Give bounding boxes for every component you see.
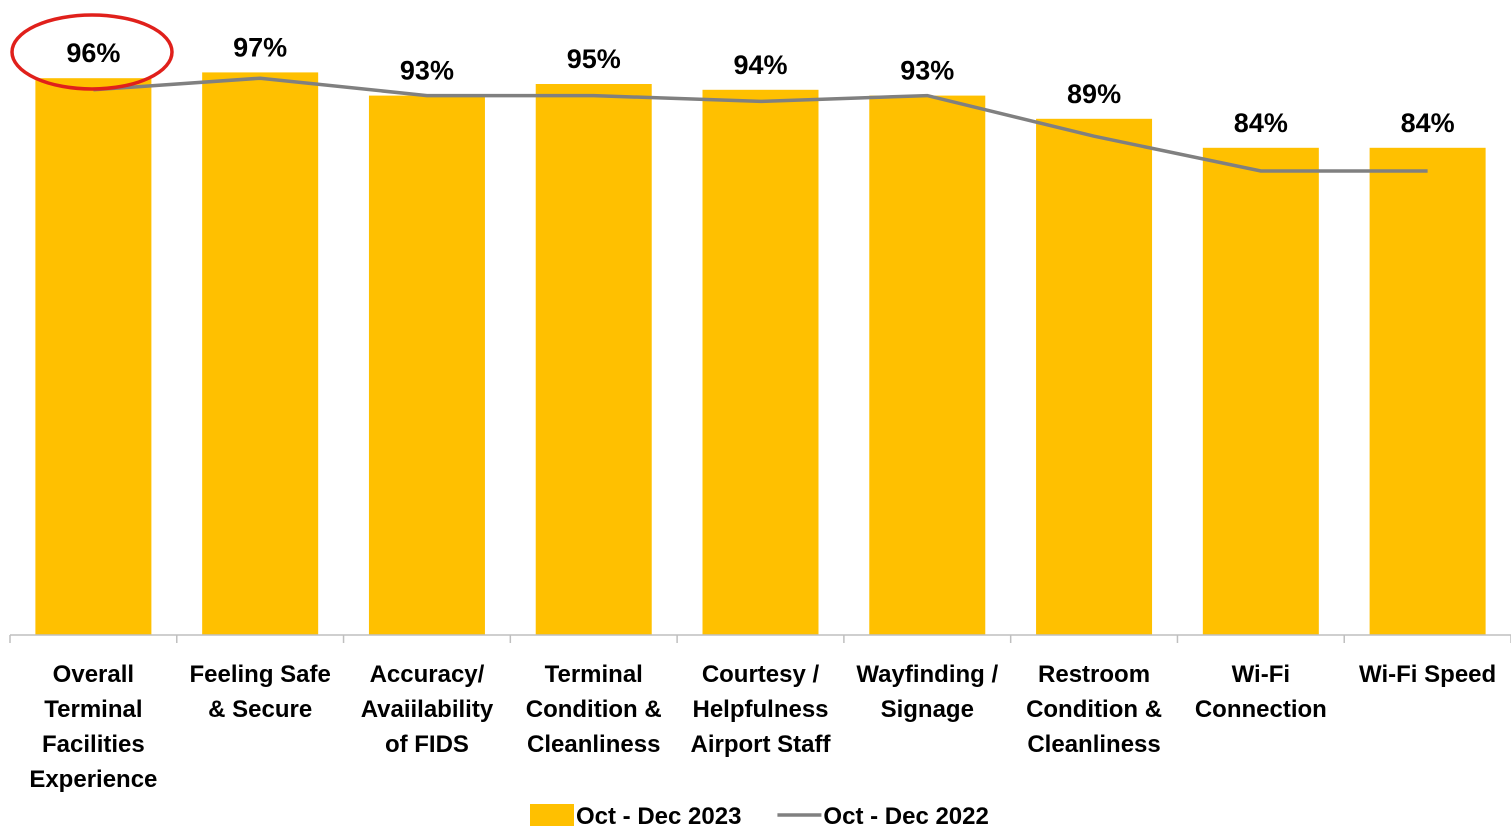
data-label: 84% (1401, 108, 1455, 138)
bar (869, 95, 986, 636)
data-label: 93% (400, 56, 454, 86)
legend-swatch (530, 804, 574, 826)
data-label: 89% (1067, 79, 1121, 109)
bar (1202, 147, 1319, 636)
x-tick-label: Feeling Safe & Secure (189, 661, 331, 723)
x-tick-label: Restroom Condition & Cleanliness (1026, 661, 1163, 758)
data-label: 97% (233, 32, 287, 62)
x-tick-label: Terminal Condition & Cleanliness (525, 661, 662, 758)
bar (1036, 118, 1153, 636)
bar (368, 95, 485, 636)
line (93, 76, 1428, 173)
bar (1369, 147, 1486, 636)
x-tick-label: Courtesy / Helpfulness Airport Staff (690, 661, 831, 758)
bar (35, 78, 152, 635)
highlight-circle (10, 13, 174, 91)
bar (702, 89, 819, 636)
bar (535, 84, 652, 635)
legend-label: Oct - Dec 2022 (823, 803, 988, 830)
x-tick-label: Overall Terminal Facilities Experience (29, 661, 158, 793)
bar (202, 72, 319, 635)
data-label: 94% (733, 50, 787, 80)
data-label: 95% (567, 44, 621, 74)
x-tick-label: Wi-Fi Connection (1194, 661, 1327, 723)
data-label: 93% (900, 56, 954, 86)
legend-label: Oct - Dec 2023 (576, 803, 741, 830)
x-tick-label: Accuracy/ Avaiilability of FIDS (360, 661, 494, 758)
data-label: 84% (1234, 108, 1288, 138)
data-label: 96% (66, 38, 120, 68)
x-tick-label: Wayfinding / Signage (856, 661, 999, 723)
x-tick-label: Wi-Fi Speed (1359, 661, 1497, 688)
